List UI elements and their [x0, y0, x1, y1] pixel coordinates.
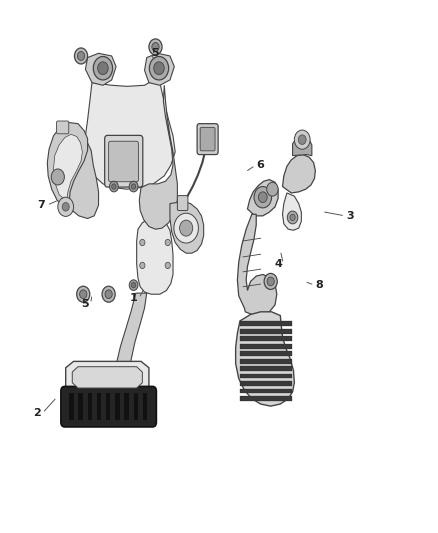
Circle shape: [267, 182, 278, 196]
Circle shape: [254, 187, 272, 208]
Polygon shape: [68, 139, 99, 219]
Circle shape: [298, 135, 306, 144]
Bar: [240, 366, 292, 371]
Polygon shape: [236, 312, 294, 406]
Bar: [143, 393, 147, 420]
Bar: [240, 336, 292, 341]
Text: 8: 8: [316, 280, 324, 290]
Bar: [240, 389, 292, 393]
Circle shape: [131, 184, 136, 189]
Bar: [240, 344, 292, 349]
Circle shape: [105, 290, 112, 298]
Polygon shape: [139, 85, 177, 229]
FancyBboxPatch shape: [57, 121, 69, 134]
FancyBboxPatch shape: [105, 135, 143, 187]
Bar: [134, 393, 138, 420]
FancyBboxPatch shape: [177, 196, 188, 211]
Bar: [240, 381, 292, 386]
Polygon shape: [85, 83, 175, 189]
Circle shape: [149, 56, 169, 80]
Bar: [124, 393, 129, 420]
Text: 3: 3: [346, 211, 354, 221]
Circle shape: [129, 280, 138, 290]
Circle shape: [165, 239, 170, 246]
Circle shape: [149, 39, 162, 55]
Polygon shape: [72, 367, 142, 388]
Circle shape: [294, 130, 310, 149]
Bar: [115, 393, 120, 420]
Circle shape: [267, 277, 274, 286]
Circle shape: [165, 262, 170, 269]
Polygon shape: [66, 361, 149, 393]
Text: 5: 5: [81, 299, 89, 309]
Circle shape: [51, 169, 64, 185]
Circle shape: [290, 214, 295, 221]
Circle shape: [93, 56, 113, 80]
Polygon shape: [145, 53, 174, 85]
Polygon shape: [170, 201, 204, 253]
Circle shape: [112, 184, 116, 189]
Circle shape: [78, 52, 85, 60]
Circle shape: [77, 286, 90, 302]
Circle shape: [110, 181, 118, 192]
Circle shape: [287, 211, 298, 224]
Circle shape: [154, 62, 164, 75]
Circle shape: [98, 62, 108, 75]
Circle shape: [174, 213, 198, 243]
Polygon shape: [283, 155, 315, 193]
Bar: [88, 393, 92, 420]
Circle shape: [180, 220, 193, 236]
Polygon shape: [293, 136, 312, 156]
Circle shape: [152, 43, 159, 51]
Circle shape: [102, 286, 115, 302]
Bar: [106, 393, 110, 420]
Circle shape: [264, 273, 277, 289]
Circle shape: [74, 48, 88, 64]
Bar: [78, 393, 83, 420]
Circle shape: [258, 192, 267, 203]
Text: 2: 2: [33, 408, 41, 418]
Polygon shape: [85, 53, 116, 85]
Bar: [69, 393, 74, 420]
Bar: [240, 351, 292, 356]
Bar: [240, 374, 292, 378]
Bar: [240, 396, 292, 401]
Text: 4: 4: [274, 259, 282, 269]
Polygon shape: [237, 214, 277, 314]
Circle shape: [129, 181, 138, 192]
Polygon shape: [112, 293, 147, 411]
Bar: [97, 393, 101, 420]
FancyBboxPatch shape: [61, 386, 156, 427]
Text: 1: 1: [130, 294, 138, 303]
Text: 5: 5: [152, 49, 159, 58]
Circle shape: [80, 290, 87, 298]
FancyBboxPatch shape: [109, 141, 138, 182]
Bar: [240, 321, 292, 326]
Polygon shape: [47, 123, 88, 209]
Polygon shape: [247, 180, 278, 216]
Bar: [240, 359, 292, 364]
Circle shape: [140, 262, 145, 269]
Polygon shape: [53, 134, 82, 201]
Polygon shape: [283, 193, 301, 230]
FancyBboxPatch shape: [200, 127, 215, 151]
Bar: [240, 329, 292, 334]
Circle shape: [58, 197, 74, 216]
FancyBboxPatch shape: [197, 124, 218, 155]
Circle shape: [62, 203, 69, 211]
Polygon shape: [137, 219, 173, 294]
Circle shape: [140, 239, 145, 246]
Text: 6: 6: [257, 160, 265, 170]
Circle shape: [131, 282, 136, 288]
Text: 7: 7: [38, 200, 46, 210]
